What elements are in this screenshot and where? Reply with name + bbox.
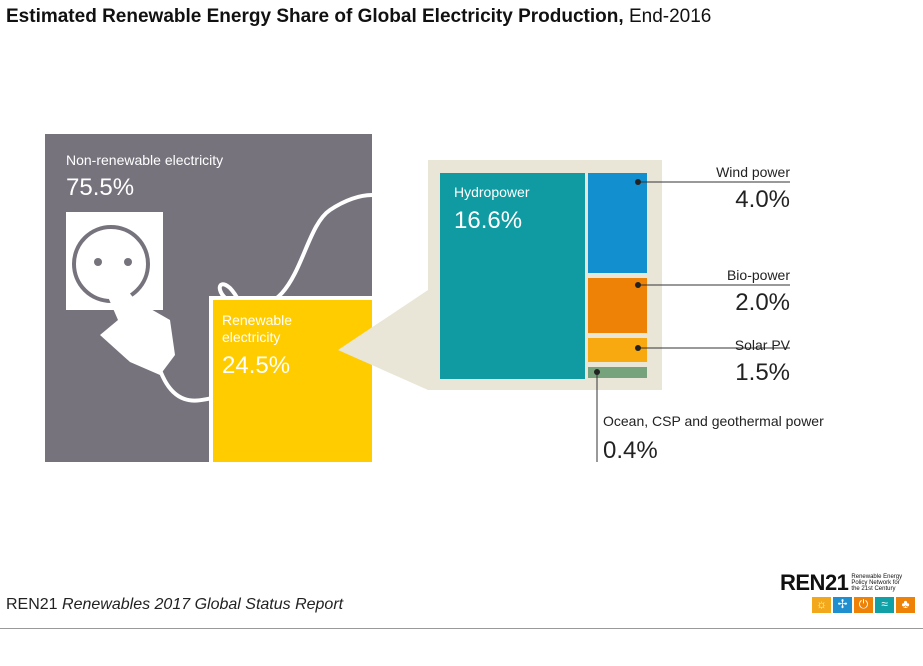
water-icon: ≈	[875, 597, 894, 613]
solar-label: Solar PV	[734, 337, 790, 353]
non-renewable-value: 75.5%	[66, 174, 135, 201]
wind-turbine-icon: ✢	[833, 597, 852, 613]
bio-value: 2.0%	[735, 289, 790, 316]
plug-icon	[100, 278, 175, 375]
renewable-value: 24.5%	[222, 352, 291, 379]
bio-label: Bio-power	[726, 267, 790, 283]
sun-icon: ☼	[812, 597, 831, 613]
source-footer: REN21 Renewables 2017 Global Status Repo…	[6, 596, 344, 613]
wind-label: Wind power	[716, 164, 790, 180]
ocean-block	[588, 367, 647, 378]
chart-title: Estimated Renewable Energy Share of Glob…	[6, 6, 712, 27]
leaf-icon: ♣	[896, 597, 915, 613]
hydropower-block	[440, 173, 585, 379]
renewable-label: Renewable electricity	[222, 312, 293, 345]
ocean-value: 0.4%	[603, 437, 658, 464]
solar-value: 1.5%	[735, 359, 790, 386]
power-icon: ⏻	[854, 597, 873, 613]
ren21-logo: REN21 Renewable Energy Policy Network fo…	[780, 570, 915, 613]
ocean-label: Ocean, CSP and geothermal power	[603, 413, 824, 429]
wind-value: 4.0%	[735, 186, 790, 213]
non-renewable-label: Non-renewable electricity	[66, 152, 224, 168]
hydropower-label: Hydropower	[454, 184, 530, 200]
callout-wedge	[338, 290, 428, 390]
wind-block	[588, 173, 647, 273]
footer-divider	[0, 628, 923, 629]
hydropower-value: 16.6%	[454, 207, 523, 234]
